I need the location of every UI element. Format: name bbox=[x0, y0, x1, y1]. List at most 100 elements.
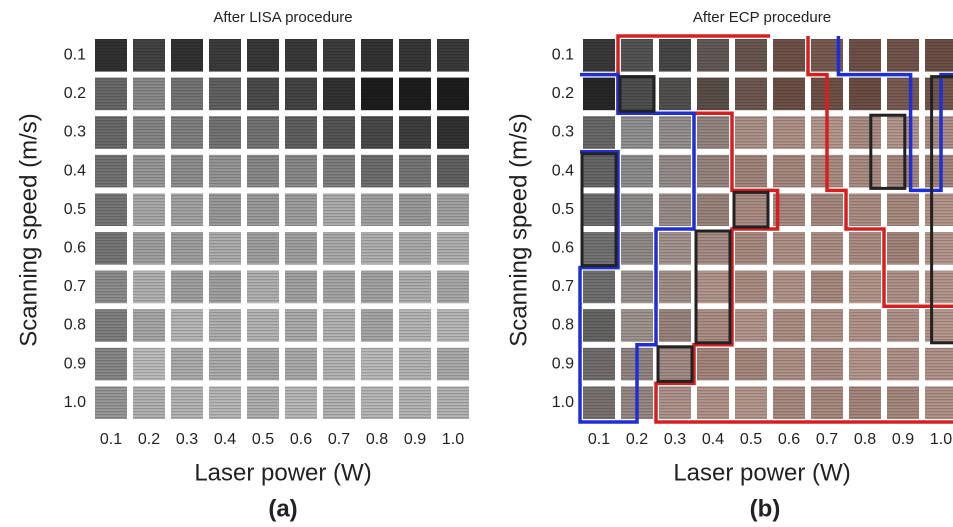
tile-texture bbox=[285, 386, 317, 419]
tile-texture bbox=[171, 39, 203, 72]
tile-texture bbox=[209, 154, 241, 188]
tile-texture bbox=[209, 270, 241, 304]
tile-texture bbox=[437, 309, 469, 342]
tile-texture bbox=[925, 232, 953, 265]
y-tick-label: 0.8 bbox=[552, 317, 574, 334]
tile-texture bbox=[95, 270, 127, 304]
tile-texture bbox=[811, 270, 843, 304]
tile-texture bbox=[697, 116, 729, 149]
tile-texture bbox=[285, 39, 317, 72]
tile-texture bbox=[925, 116, 953, 149]
tile-texture bbox=[437, 116, 469, 149]
y-tick-label: 0.2 bbox=[64, 85, 86, 102]
tile-texture bbox=[209, 39, 241, 72]
tile-texture bbox=[811, 386, 843, 419]
tile-texture bbox=[323, 270, 355, 304]
tile-texture bbox=[133, 39, 165, 72]
panel-tag: (b) bbox=[750, 495, 781, 522]
tile-texture bbox=[361, 347, 393, 381]
tile-texture bbox=[697, 309, 729, 342]
tile-texture bbox=[849, 309, 881, 342]
tile-texture bbox=[659, 77, 691, 111]
tile-texture bbox=[171, 386, 203, 419]
tile-texture bbox=[735, 309, 767, 342]
tile-texture bbox=[583, 386, 615, 419]
y-tick-label: 0.1 bbox=[64, 47, 86, 64]
tile-texture bbox=[773, 39, 805, 72]
y-tick-label: 0.2 bbox=[552, 85, 574, 102]
tile-texture bbox=[887, 347, 919, 381]
tile-texture bbox=[323, 116, 355, 149]
x-tick-label: 1.0 bbox=[930, 431, 952, 448]
x-tick-label: 0.8 bbox=[366, 431, 388, 448]
y-tick-label: 0.3 bbox=[552, 124, 574, 141]
tile-texture bbox=[925, 39, 953, 72]
tile-texture bbox=[659, 347, 691, 381]
x-axis-title: Laser power (W) bbox=[673, 459, 850, 486]
tile-texture bbox=[323, 232, 355, 265]
tile-texture bbox=[247, 39, 279, 72]
tile-texture bbox=[621, 309, 653, 342]
tile-texture bbox=[887, 39, 919, 72]
tile-texture bbox=[925, 386, 953, 419]
tile-texture bbox=[659, 309, 691, 342]
tile-texture bbox=[361, 39, 393, 72]
tile-texture bbox=[849, 270, 881, 304]
tile-texture bbox=[437, 154, 469, 188]
tile-texture bbox=[925, 154, 953, 188]
x-tick-label: 0.2 bbox=[138, 431, 160, 448]
tile-texture bbox=[323, 39, 355, 72]
tile-texture bbox=[285, 309, 317, 342]
tile-texture bbox=[323, 309, 355, 342]
tile-texture bbox=[735, 154, 767, 188]
tile-texture bbox=[735, 39, 767, 72]
tile-texture bbox=[285, 347, 317, 381]
tile-texture bbox=[209, 77, 241, 111]
tile-texture bbox=[133, 270, 165, 304]
x-tick-label: 0.1 bbox=[588, 431, 610, 448]
tile-texture bbox=[361, 309, 393, 342]
tile-texture bbox=[171, 77, 203, 111]
tile-texture bbox=[95, 77, 127, 111]
tile-texture bbox=[285, 154, 317, 188]
tile-texture bbox=[811, 232, 843, 265]
tile-texture bbox=[773, 386, 805, 419]
tile-texture bbox=[583, 193, 615, 226]
y-tick-label: 0.3 bbox=[64, 124, 86, 141]
tile-texture bbox=[659, 270, 691, 304]
x-tick-label: 0.8 bbox=[854, 431, 876, 448]
tile-texture bbox=[621, 270, 653, 304]
blue-boundary bbox=[578, 72, 696, 424]
tile-texture bbox=[811, 309, 843, 342]
tile-texture bbox=[437, 386, 469, 419]
tile-texture bbox=[399, 77, 431, 111]
tile-texture bbox=[735, 347, 767, 381]
red-boundary bbox=[618, 111, 953, 424]
tile-texture bbox=[659, 193, 691, 226]
tile-texture bbox=[583, 347, 615, 381]
tile-texture bbox=[361, 154, 393, 188]
tile-texture bbox=[133, 232, 165, 265]
tile-texture bbox=[697, 154, 729, 188]
tile-texture bbox=[773, 232, 805, 265]
tile-texture bbox=[735, 270, 767, 304]
x-tick-label: 0.6 bbox=[778, 431, 800, 448]
tile-texture bbox=[285, 232, 317, 265]
tile-texture bbox=[399, 270, 431, 304]
tile-texture bbox=[735, 193, 767, 226]
tile-texture bbox=[95, 39, 127, 72]
tile-texture bbox=[925, 347, 953, 381]
black-box bbox=[732, 190, 770, 229]
tile-texture bbox=[887, 154, 919, 188]
y-tick-label: 0.5 bbox=[552, 201, 574, 218]
x-tick-label: 0.3 bbox=[664, 431, 686, 448]
tile-texture bbox=[621, 39, 653, 72]
tile-texture bbox=[323, 154, 355, 188]
tile-texture bbox=[697, 193, 729, 226]
tile-texture bbox=[887, 116, 919, 149]
tile-texture bbox=[621, 77, 653, 111]
tile-texture bbox=[361, 232, 393, 265]
tile-texture bbox=[811, 193, 843, 226]
tile-texture bbox=[323, 347, 355, 381]
tile-texture bbox=[171, 309, 203, 342]
